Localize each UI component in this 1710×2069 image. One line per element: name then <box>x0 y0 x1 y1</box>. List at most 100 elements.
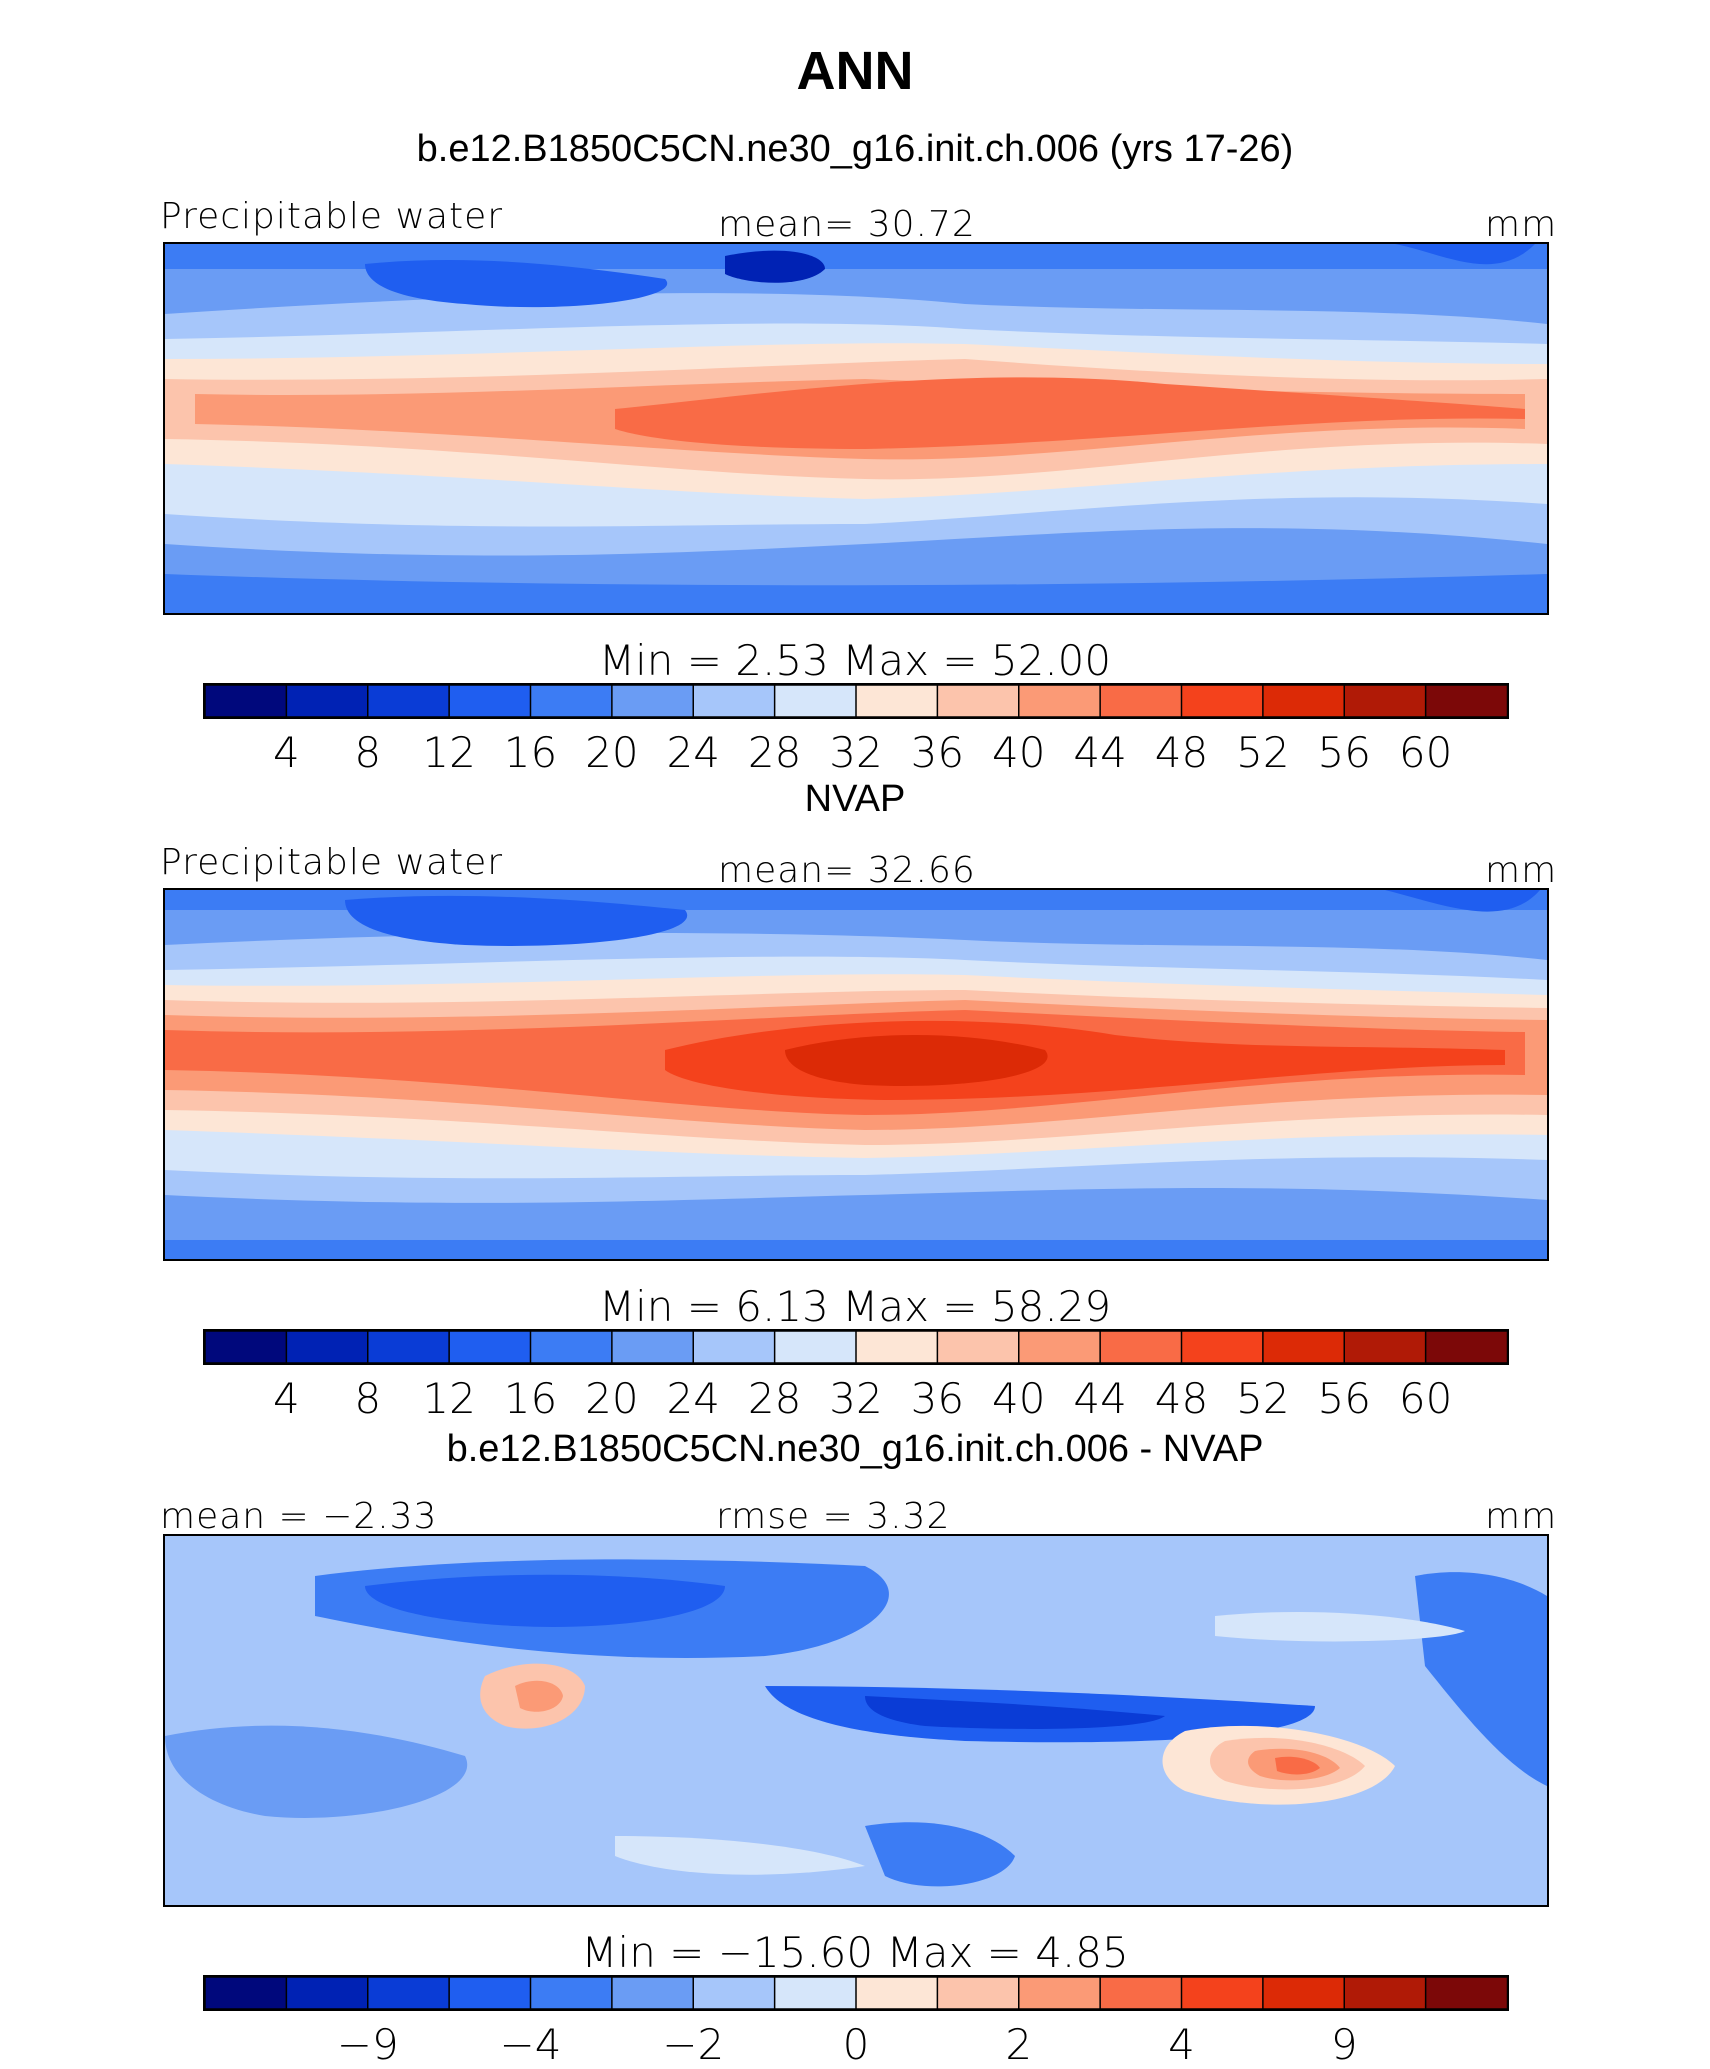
colorbar-2-box-11 <box>1018 1330 1102 1364</box>
colorbar-2-box-5 <box>529 1330 614 1364</box>
colorbar-2-box-16 <box>1424 1330 1509 1364</box>
colorbar-1-tick-label: 48 <box>1154 728 1209 777</box>
colorbar-1-tick-label: 40 <box>992 728 1046 777</box>
panel-1-variable-label: Precipitable water <box>160 196 504 237</box>
colorbar-3-box-12 <box>1099 1976 1183 2010</box>
colorbar-2-tick-label: 4 <box>273 1374 300 1423</box>
colorbar-2-tick-label: 44 <box>1073 1374 1127 1423</box>
colorbar-2-box-13 <box>1180 1330 1265 1364</box>
colorbar-1-tick-label: 36 <box>910 728 965 777</box>
colorbar-1-box-3 <box>367 684 451 718</box>
colorbar-3-box-11 <box>1018 1976 1102 2010</box>
colorbar-1-box-9 <box>855 684 939 718</box>
colorbar-2-box-7 <box>692 1330 776 1364</box>
colorbar-1-box-15 <box>1343 684 1427 718</box>
colorbar-2-box-2 <box>285 1330 370 1364</box>
colorbar-3-box-6 <box>611 1976 695 2010</box>
panel-1-minmax: Min = 2.53 Max = 52.00 <box>598 636 1112 685</box>
panel-1-subtitle: b.e12.B1850C5CN.ne30_g16.init.ch.006 (yr… <box>416 128 1294 170</box>
colorbar-1-box-13 <box>1180 684 1265 718</box>
panel-2-map <box>163 888 1549 1261</box>
colorbar-2-box-8 <box>773 1330 858 1364</box>
colorbar-1-box-12 <box>1099 684 1183 718</box>
panel-2-mean-label: mean= 32.66 <box>718 850 976 891</box>
colorbar-3-box-5 <box>529 1976 614 2010</box>
colorbar-3-tick-label: 0 <box>842 2020 870 2069</box>
panel-2-variable-label: Precipitable water <box>160 842 504 883</box>
colorbar-1-tick-label: 20 <box>585 728 639 777</box>
colorbar-3-box-15 <box>1343 1976 1427 2010</box>
colorbar-2-tick-label: 40 <box>992 1374 1046 1423</box>
colorbar-3-box-14 <box>1262 1976 1346 2010</box>
colorbar-1-tick-label: 60 <box>1398 728 1453 777</box>
colorbar-1-box-5 <box>529 684 614 718</box>
colorbar-1-tick-label: 24 <box>666 728 720 777</box>
colorbar-2-tick-label: 48 <box>1154 1374 1209 1423</box>
colorbar-3-box-3 <box>367 1976 451 2010</box>
colorbar-2-box-1 <box>204 1330 288 1364</box>
colorbar-3-box-7 <box>692 1976 776 2010</box>
panel-2-units-label: mm <box>1485 850 1558 891</box>
colorbar-2-tick-label: 56 <box>1317 1374 1371 1423</box>
colorbar-3-box-1 <box>204 1976 288 2010</box>
colorbar-3-box-16 <box>1424 1976 1509 2010</box>
colorbar-1-tick-label: 28 <box>747 728 802 777</box>
colorbar-3-box-8 <box>773 1976 858 2010</box>
colorbar-3-box-10 <box>936 1976 1021 2010</box>
colorbar-2-tick-label: 32 <box>829 1374 883 1423</box>
colorbar-2-box-3 <box>367 1330 451 1364</box>
panel-1-mean-label: mean= 30.72 <box>718 204 976 245</box>
colorbar-1-box-16 <box>1424 684 1509 718</box>
colorbar-1-box-4 <box>448 684 532 718</box>
colorbar-2-box-12 <box>1099 1330 1183 1364</box>
colorbar-3-tick-label: 4 <box>1168 2020 1195 2069</box>
colorbar-1-tick-label: 56 <box>1317 728 1371 777</box>
colorbar-1-tick-label: 4 <box>273 728 300 777</box>
colorbar-1-box-6 <box>611 684 695 718</box>
colorbar-3-tick-label: −9 <box>336 2020 399 2069</box>
colorbar-2-box-6 <box>611 1330 695 1364</box>
panel-3-units-label: mm <box>1485 1496 1558 1537</box>
panel-2-field <box>165 890 1547 1259</box>
figure-title: ANN <box>796 41 914 101</box>
colorbar-1-box-8 <box>773 684 858 718</box>
colorbar-1-box-10 <box>936 684 1021 718</box>
panel-1-field <box>165 244 1547 613</box>
colorbar-1-tick-label: 12 <box>422 728 476 777</box>
colorbar-3-tick-label: 2 <box>1005 2020 1033 2069</box>
colorbar-2-tick-label: 20 <box>585 1374 639 1423</box>
colorbar-2-box-4 <box>448 1330 532 1364</box>
colorbar-3-tick-label: −2 <box>662 2020 725 2069</box>
colorbar-2-tick-label: 28 <box>747 1374 802 1423</box>
panel-3-field <box>165 1536 1547 1905</box>
colorbar-1-box-7 <box>692 684 776 718</box>
panel-1-colorbar <box>203 683 1509 719</box>
panel-1-units-label: mm <box>1485 204 1558 245</box>
panel-3-map <box>163 1534 1549 1907</box>
colorbar-2-box-15 <box>1343 1330 1427 1364</box>
colorbar-1-tick-label: 32 <box>829 728 883 777</box>
colorbar-1-box-1 <box>204 684 288 718</box>
colorbar-2-box-10 <box>936 1330 1021 1364</box>
colorbar-2-box-14 <box>1262 1330 1346 1364</box>
panel-3-rmse-label: rmse = 3.32 <box>716 1496 951 1537</box>
colorbar-2-tick-label: 12 <box>422 1374 476 1423</box>
colorbar-1-box-2 <box>285 684 370 718</box>
colorbar-1-tick-label: 8 <box>354 728 382 777</box>
colorbar-3-tick-label: −4 <box>499 2020 562 2069</box>
colorbar-3-box-9 <box>855 1976 939 2010</box>
colorbar-3-box-13 <box>1180 1976 1265 2010</box>
panel-3-subtitle: b.e12.B1850C5CN.ne30_g16.init.ch.006 - N… <box>446 1428 1264 1470</box>
colorbar-1-box-11 <box>1018 684 1102 718</box>
colorbar-1-tick-label: 16 <box>503 728 558 777</box>
colorbar-2-tick-label: 16 <box>503 1374 558 1423</box>
colorbar-2-tick-label: 24 <box>666 1374 720 1423</box>
colorbar-2-tick-label: 60 <box>1398 1374 1453 1423</box>
colorbar-2-tick-label: 8 <box>354 1374 382 1423</box>
colorbar-3-box-4 <box>448 1976 532 2010</box>
colorbar-3-box-2 <box>285 1976 370 2010</box>
colorbar-1-tick-label: 52 <box>1236 728 1290 777</box>
panel-3-colorbar <box>203 1975 1509 2011</box>
colorbar-1-box-14 <box>1262 684 1346 718</box>
colorbar-1-tick-label: 44 <box>1073 728 1127 777</box>
